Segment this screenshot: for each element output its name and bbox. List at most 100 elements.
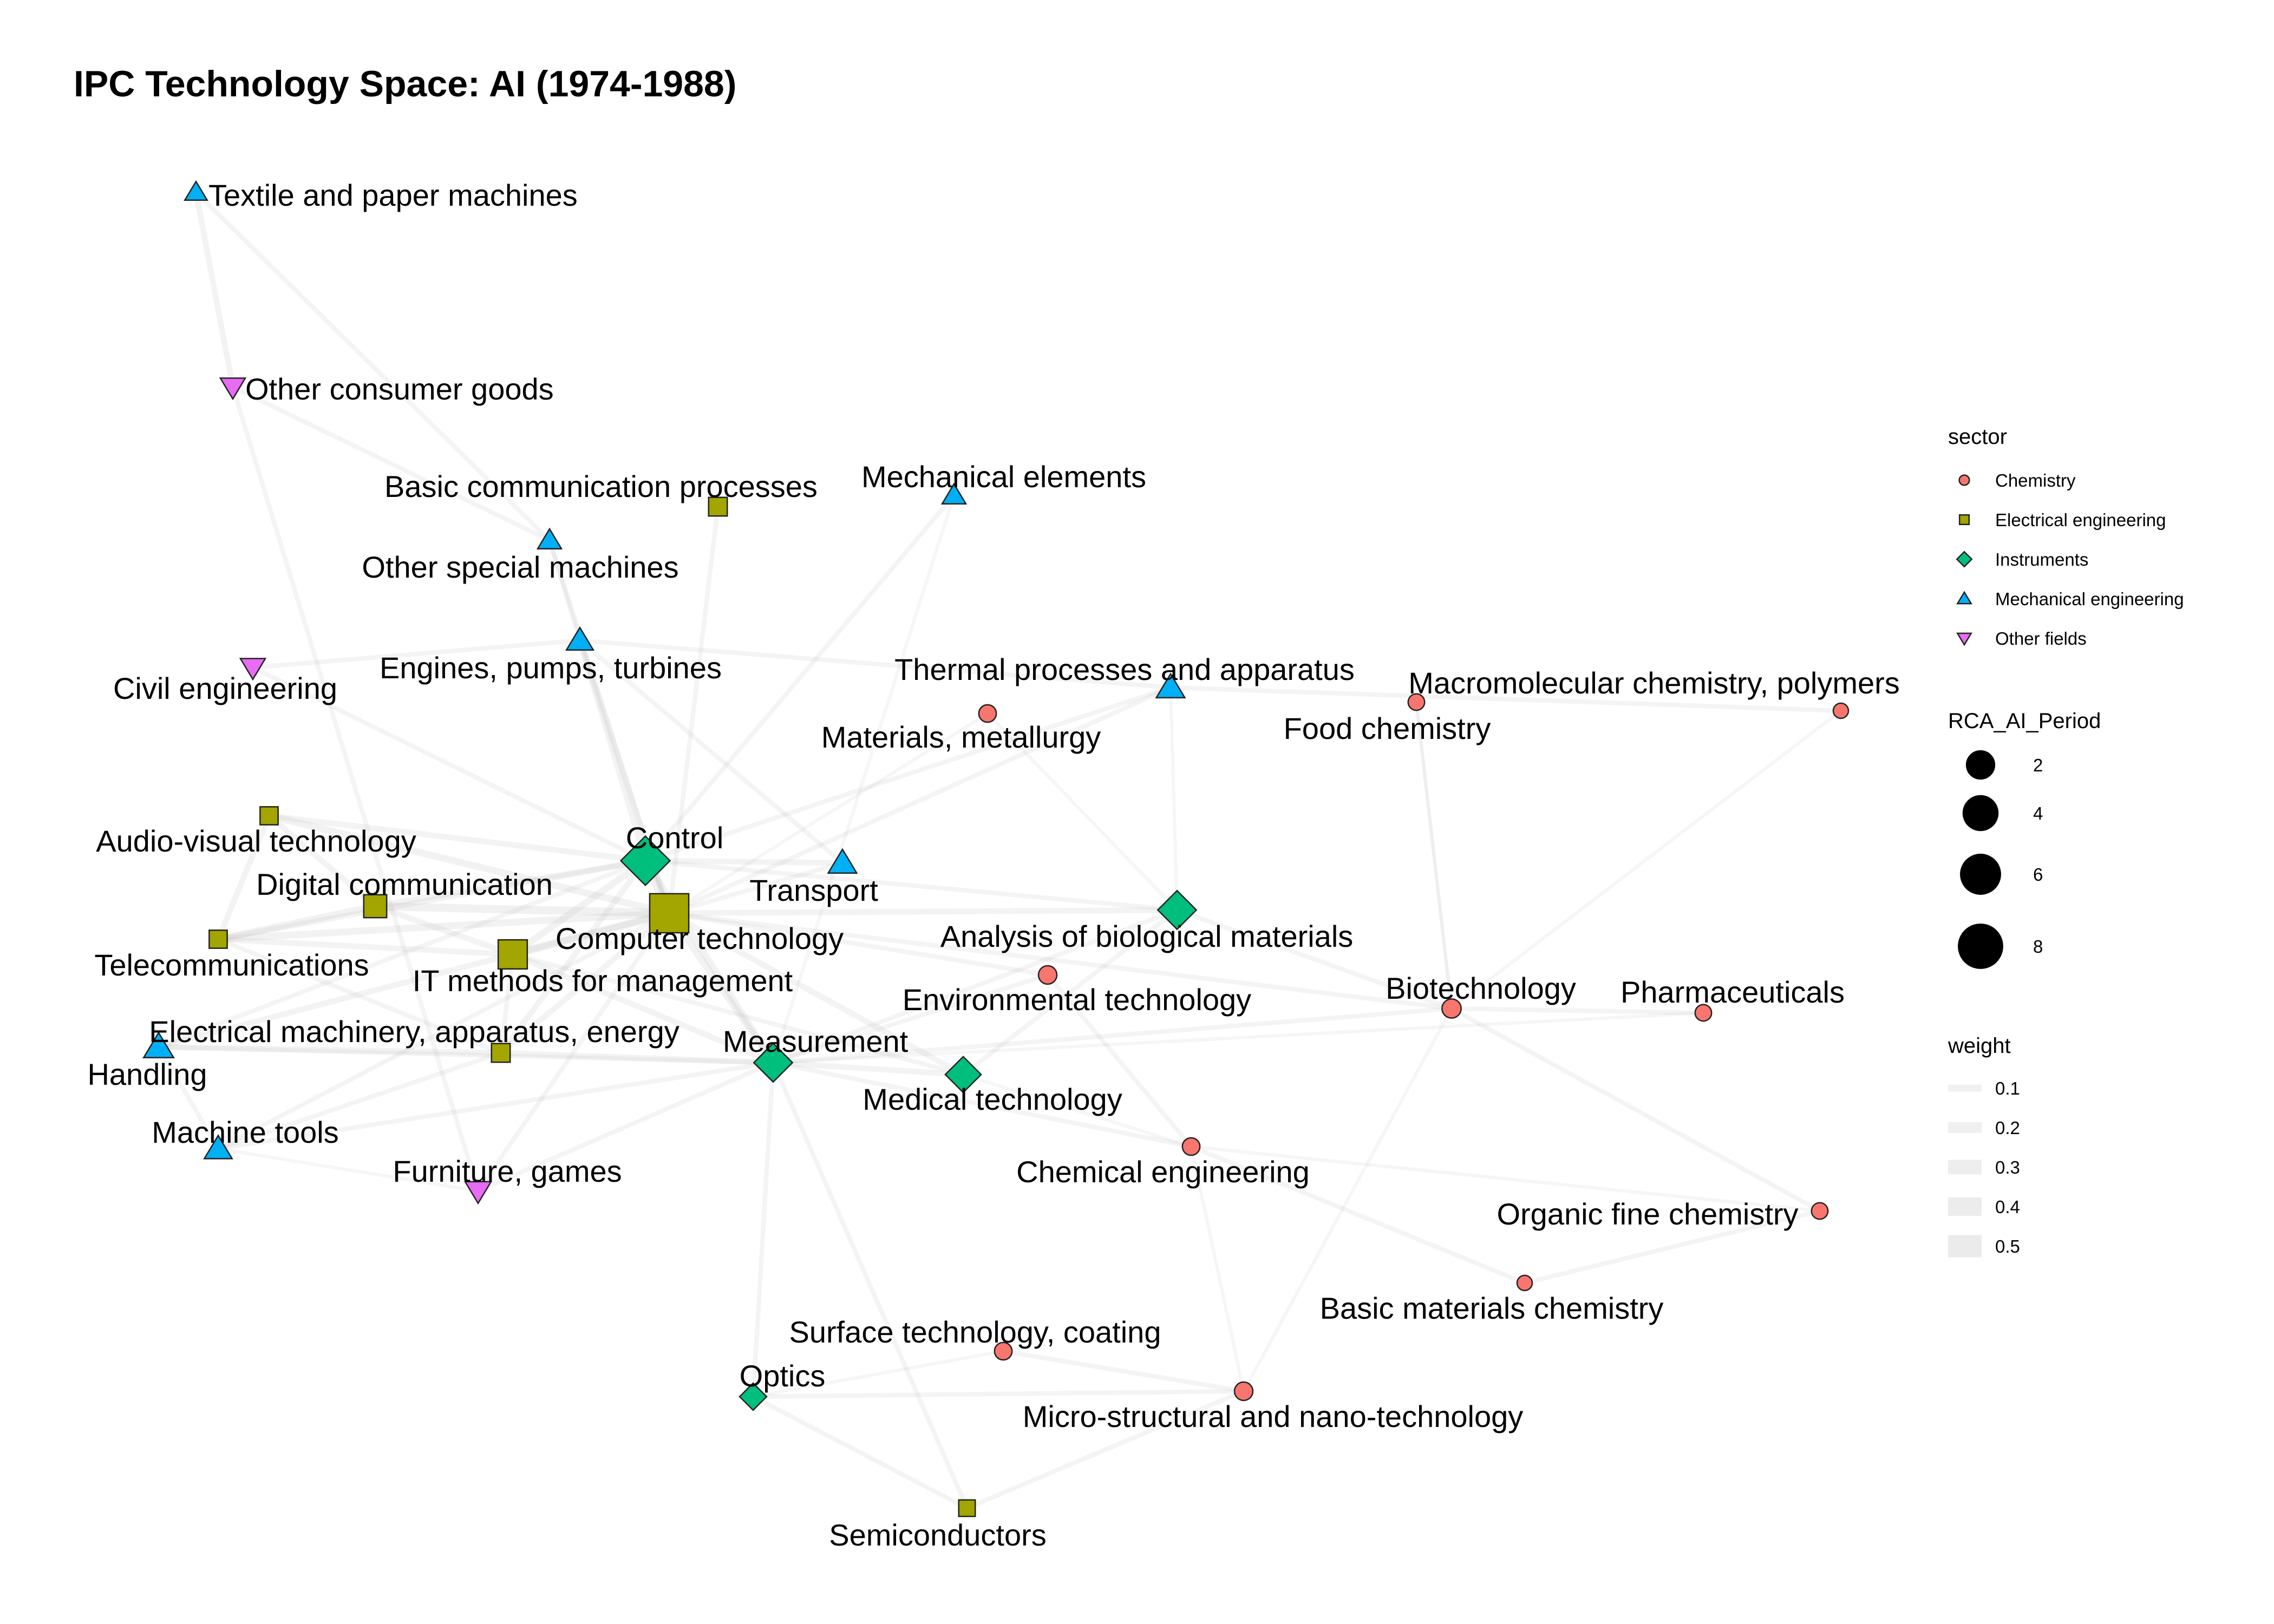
edge-telecom-electrical bbox=[215, 937, 504, 1056]
node-basicmat bbox=[1516, 1274, 1533, 1292]
edge-measurement-pharma bbox=[771, 1011, 1706, 1065]
node-medical bbox=[944, 1056, 982, 1093]
legend-sector-key-electrical-engineering bbox=[1958, 514, 1970, 526]
edge-civil-control bbox=[250, 665, 648, 863]
node-optics bbox=[739, 1382, 768, 1411]
node-label-telecom: Telecommunications bbox=[94, 948, 369, 982]
edge-biotech-measurement bbox=[770, 1006, 1454, 1065]
legend-weight-label-0-2: 0.2 bbox=[1995, 1118, 2020, 1138]
edge-surface-micro bbox=[1001, 1348, 1246, 1394]
legend-weight-keys: 0.1 0.2 0.3 0.4 0.5 bbox=[1948, 1078, 2020, 1258]
node-environ bbox=[1037, 965, 1058, 985]
edge-biotech-organic bbox=[1449, 1006, 1822, 1214]
edge-computer-machinetools bbox=[215, 911, 672, 1151]
edge-analysis-biotech bbox=[1174, 907, 1454, 1011]
legend-weight-key-0-5 bbox=[1948, 1235, 1982, 1258]
edge-control-transport bbox=[642, 857, 846, 866]
network-labels: Textile and paper machines Other consumer… bbox=[87, 178, 1899, 1552]
edge-thermal-control bbox=[643, 685, 1173, 863]
legend-sector-key-mechanical-engineering bbox=[1956, 591, 1972, 605]
edge-civil-engines bbox=[250, 638, 583, 670]
edge-optics-semi bbox=[750, 1394, 970, 1511]
node-micro bbox=[1233, 1381, 1254, 1402]
edge-handling-machinetools bbox=[156, 1044, 221, 1151]
edge-consumer-furniture bbox=[230, 384, 481, 1194]
node-telecom bbox=[208, 929, 228, 949]
node-organic bbox=[1811, 1202, 1829, 1220]
edge-digital-computer bbox=[371, 902, 674, 918]
node-label-food: Food chemistry bbox=[1284, 711, 1491, 745]
node-label-engines: Engines, pumps, turbines bbox=[380, 651, 722, 685]
legend-weight-label-0-1: 0.1 bbox=[1995, 1078, 2020, 1098]
network-nodes bbox=[142, 180, 1850, 1517]
node-label-chemeng: Chemical engineering bbox=[1016, 1155, 1310, 1189]
legend-weight-key-0-1 bbox=[1948, 1084, 1982, 1092]
node-transport bbox=[827, 848, 858, 874]
node-label-special: Other special machines bbox=[362, 550, 678, 584]
node-analysis bbox=[1156, 889, 1198, 931]
legend: sector Chemistry Electrical engineering In… bbox=[1948, 425, 2184, 1258]
legend-sector-label-mechanical-engineering: Mechanical engineering bbox=[1995, 589, 2184, 609]
legend-weight-title: weight bbox=[1948, 1034, 2011, 1058]
node-audio bbox=[259, 806, 279, 826]
legend-size-label-2: 2 bbox=[2033, 755, 2043, 775]
edge-environ-chemeng bbox=[1045, 972, 1194, 1149]
node-label-macromol: Macromolecular chemistry, polymers bbox=[1408, 666, 1900, 700]
edge-engines-thermal bbox=[577, 638, 1173, 690]
edge-audio-telecom bbox=[215, 813, 272, 942]
edge-transport-computer bbox=[666, 860, 845, 916]
edge-digital-itmgmt bbox=[372, 903, 516, 958]
node-label-surface: Surface technology, coating bbox=[789, 1315, 1161, 1349]
edge-computer-analysis bbox=[666, 907, 1180, 916]
legend-size-label-6: 6 bbox=[2033, 865, 2043, 885]
node-label-civil: Civil engineering bbox=[113, 671, 337, 705]
edge-control-electrical bbox=[498, 857, 649, 1056]
legend-weight-key-0-4 bbox=[1948, 1197, 1982, 1216]
edge-handling-measurement bbox=[156, 1044, 776, 1065]
node-control bbox=[619, 835, 671, 887]
node-basiccomm bbox=[708, 496, 728, 517]
edge-computer-furniture bbox=[475, 911, 672, 1194]
edge-electrical-handling bbox=[155, 1044, 504, 1056]
edge-surface-optics bbox=[751, 1349, 1005, 1399]
edge-environ-measurement bbox=[770, 972, 1050, 1065]
node-label-consumer: Other consumer goods bbox=[245, 372, 554, 406]
edge-biotech-food bbox=[1414, 700, 1454, 1011]
node-label-environ: Environmental technology bbox=[903, 983, 1251, 1017]
edge-measurement-machinetools bbox=[215, 1060, 776, 1151]
legend-size-label-4: 4 bbox=[2033, 803, 2043, 823]
node-label-machinetools: Machine tools bbox=[152, 1115, 339, 1149]
edge-digital-telecom bbox=[214, 902, 379, 943]
node-label-digital: Digital communication bbox=[256, 867, 553, 901]
node-macromol bbox=[1832, 702, 1850, 719]
node-label-biotech: Biotechnology bbox=[1386, 971, 1576, 1005]
edge-analysis-measurement bbox=[770, 907, 1180, 1065]
node-biotech bbox=[1441, 998, 1462, 1019]
edge-materials-analysis bbox=[985, 711, 1179, 912]
edge-optics-micro bbox=[750, 1389, 1246, 1399]
legend-sector-key-instruments bbox=[1956, 551, 1973, 568]
legend-size-title: RCA_AI_Period bbox=[1948, 709, 2101, 733]
edge-audio-computer bbox=[265, 812, 673, 917]
edge-telecom-itmgmt bbox=[215, 936, 516, 958]
node-materials bbox=[978, 704, 997, 723]
edge-computer-handling bbox=[155, 910, 672, 1050]
edge-thermal-macromol bbox=[1168, 685, 1844, 713]
legend-size-key-4 bbox=[1962, 795, 1999, 831]
legend-sector-key-chemistry bbox=[1958, 474, 1970, 486]
edge-computer-medical bbox=[666, 910, 966, 1078]
node-consumer bbox=[219, 377, 247, 401]
node-furniture bbox=[463, 1181, 493, 1205]
edge-chemeng-basicmat bbox=[1188, 1144, 1527, 1286]
node-label-computer: Computer technology bbox=[556, 921, 844, 955]
network-edges bbox=[155, 189, 1844, 1511]
edge-control-analysis bbox=[643, 858, 1180, 913]
node-label-micro: Micro-structural and nano-technology bbox=[1023, 1399, 1523, 1433]
chart-title: IPC Technology Space: AI (1974-1988) bbox=[74, 63, 736, 104]
legend-sector-label-other-fields: Other fields bbox=[1995, 628, 2087, 649]
node-machinetools bbox=[203, 1134, 233, 1160]
edge-chemeng-organic bbox=[1189, 1144, 1822, 1213]
legend-weight-key-0-2 bbox=[1948, 1122, 1982, 1133]
node-label-optics: Optics bbox=[740, 1359, 826, 1393]
